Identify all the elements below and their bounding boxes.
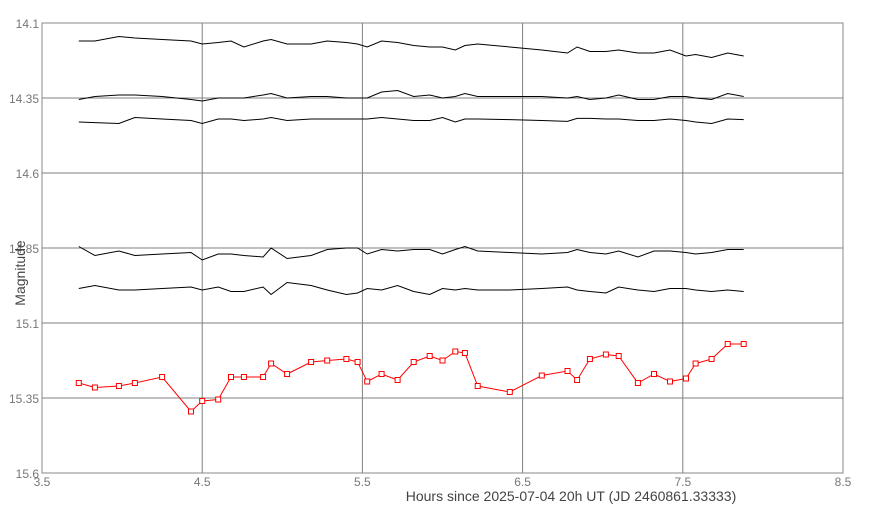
series-1	[78, 35, 744, 59]
series-2	[78, 89, 744, 102]
data-point	[308, 359, 315, 365]
data-point	[683, 375, 689, 382]
data-point	[354, 359, 361, 365]
y-tick-label: 14.1	[16, 17, 40, 31]
series-line	[78, 281, 744, 296]
x-tick-label: 5.5	[354, 475, 371, 489]
data-point	[740, 341, 747, 347]
series-4	[78, 245, 744, 261]
data-point	[159, 374, 166, 380]
series-5	[78, 281, 744, 296]
data-point	[188, 408, 194, 415]
data-point	[708, 356, 715, 362]
series-6	[75, 341, 747, 415]
data-point	[228, 374, 234, 380]
data-point	[461, 350, 468, 356]
series-3	[78, 116, 744, 125]
data-point	[91, 384, 98, 391]
data-point	[634, 380, 641, 386]
data-point	[131, 380, 138, 386]
data-point	[410, 359, 417, 365]
data-point	[692, 360, 699, 367]
data-point	[240, 374, 247, 380]
data-point	[439, 357, 446, 364]
x-axis-label: Hours since 2025-07-04 20h UT (JD 246086…	[406, 488, 737, 504]
data-point	[586, 356, 593, 362]
data-point	[615, 353, 622, 359]
data-point	[343, 356, 350, 362]
data-point	[602, 351, 609, 358]
data-point	[364, 378, 371, 385]
y-tick-label: 15.35	[9, 392, 39, 406]
series-line	[78, 245, 744, 261]
series-line	[78, 343, 744, 413]
data-point	[268, 360, 275, 367]
data-point	[651, 371, 657, 377]
tick-labels: 3.5 4.5 5.5 6.5 7.5 8.5 14.1 14.35 14.6 14.85 15.1…	[9, 17, 852, 489]
data-point	[667, 378, 673, 385]
y-tick-label: 14.85	[9, 242, 39, 256]
y-axis-label: Magnitude	[12, 240, 28, 306]
series-line	[78, 89, 744, 102]
y-tick-label: 15.1	[16, 317, 40, 331]
y-tick-label: 14.6	[16, 167, 40, 181]
data-point	[284, 371, 291, 377]
data-point	[474, 383, 481, 389]
data-point	[538, 372, 545, 379]
data-point	[574, 377, 581, 383]
x-tick-label: 7.5	[674, 475, 691, 489]
x-tick-label: 8.5	[835, 475, 852, 489]
grid	[41, 22, 844, 474]
data-point	[260, 374, 267, 380]
data-point	[215, 396, 222, 403]
data-point	[75, 380, 82, 386]
y-tick-label: 15.6	[16, 467, 40, 481]
data-point	[564, 368, 571, 374]
data-point	[324, 357, 331, 364]
series-line	[78, 116, 744, 125]
data-point	[394, 377, 401, 383]
x-tick-label: 4.5	[194, 475, 211, 489]
x-tick-label: 6.5	[514, 475, 531, 489]
y-tick-label: 14.35	[9, 92, 39, 106]
series-group	[75, 35, 747, 415]
data-point	[199, 398, 206, 404]
data-point	[724, 341, 731, 347]
series-line	[78, 35, 744, 59]
data-point	[452, 348, 459, 355]
data-point	[115, 383, 122, 389]
x-tick-label: 3.5	[34, 475, 51, 489]
data-point	[506, 389, 513, 395]
data-point	[378, 371, 385, 377]
data-point	[426, 353, 433, 359]
